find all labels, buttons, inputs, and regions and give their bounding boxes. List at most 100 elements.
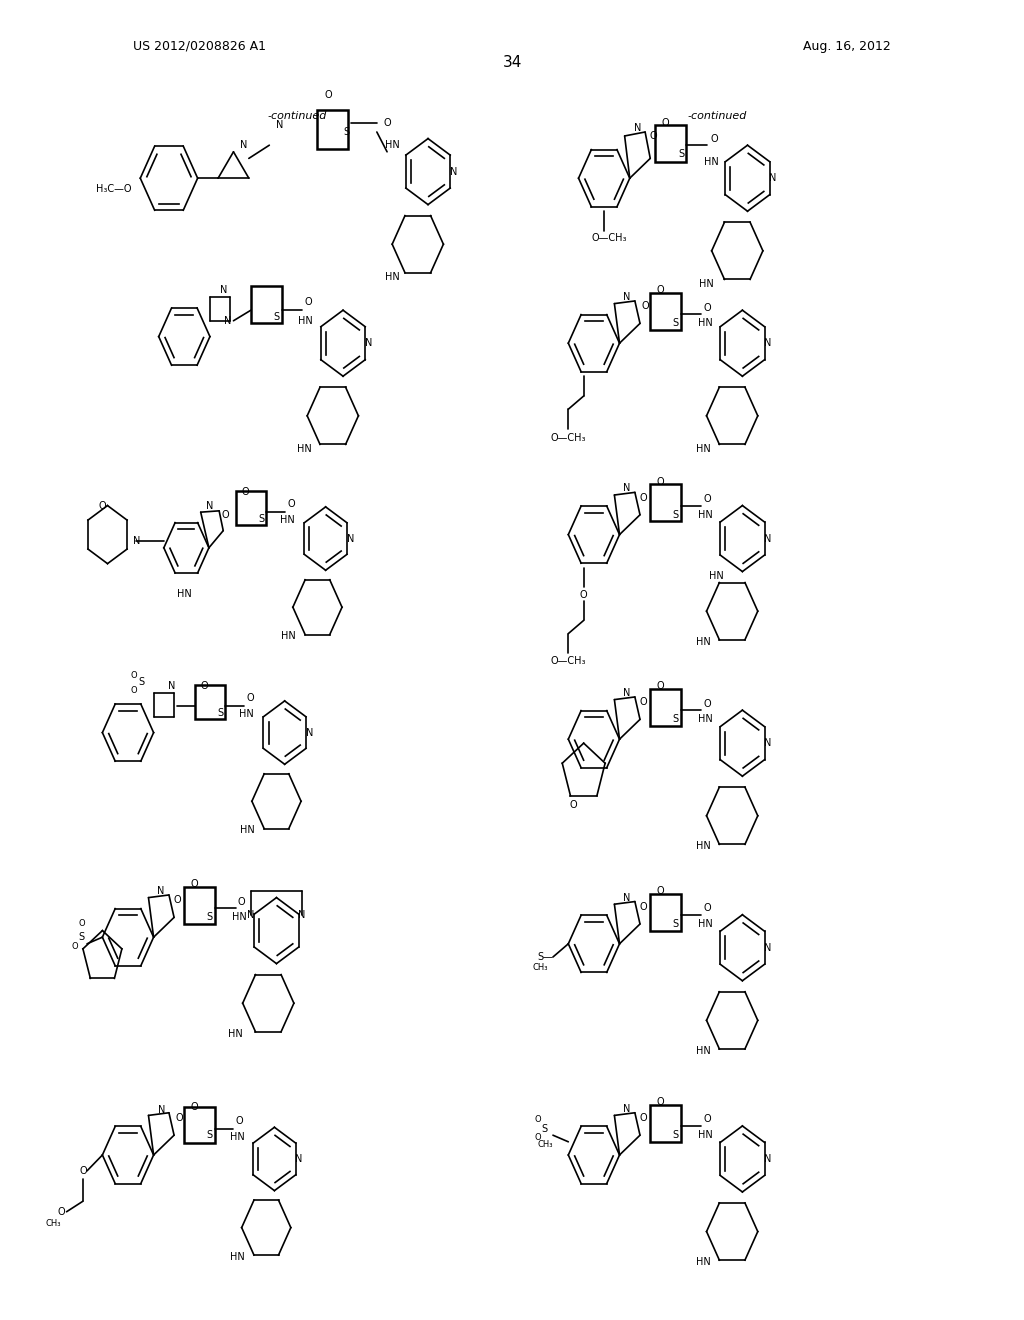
Text: N: N [223,315,231,326]
Text: HN: HN [282,631,296,642]
Text: HN: HN [240,709,254,719]
Text: O: O [325,90,333,100]
Text: HN: HN [241,825,255,836]
Text: HN: HN [698,714,713,725]
Text: O—CH₃: O—CH₃ [551,433,586,444]
Text: N: N [623,292,631,302]
Text: S: S [673,714,679,725]
Text: HN: HN [228,1028,243,1039]
Text: O: O [703,903,712,913]
Text: HN: HN [232,912,247,923]
Bar [236,491,266,525]
Text: HN: HN [385,272,399,282]
Text: N: N [769,173,777,183]
Text: S: S [273,312,280,322]
Bar [317,110,348,149]
Text: N: N [450,166,458,177]
Text: 34: 34 [503,54,521,70]
Bar [650,484,681,521]
Text: HN: HN [698,1130,713,1140]
Text: N: N [623,688,631,698]
Text: O: O [641,301,649,312]
Text: HN: HN [297,444,311,454]
Text: N: N [158,1105,166,1115]
Text: S: S [138,677,144,688]
Text: O: O [131,672,137,680]
Text: N: N [295,1154,303,1164]
Text: N: N [157,886,165,896]
Text: O: O [98,500,106,511]
Text: O: O [656,886,665,896]
Text: O: O [703,302,712,313]
Text: O: O [649,131,657,141]
Text: O: O [304,297,312,308]
Text: CH₃: CH₃ [532,964,549,972]
Bar [251,286,282,323]
Text: HN: HN [696,636,711,647]
Text: HN: HN [230,1251,245,1262]
Text: S: S [678,149,684,160]
Text: O: O [190,879,199,890]
Text: O: O [580,590,588,601]
Text: O: O [656,1097,665,1107]
Text: S: S [207,912,213,923]
Text: CH₃: CH₃ [45,1220,61,1228]
Text: O: O [703,494,712,504]
Text: N: N [168,681,176,692]
Text: S: S [217,708,223,718]
Text: O: O [287,499,295,510]
Text: O: O [656,477,665,487]
Text: Aug. 16, 2012: Aug. 16, 2012 [803,40,891,53]
Text: O: O [662,117,670,128]
Text: O—CH₃: O—CH₃ [592,232,627,243]
Text: HN: HN [230,1131,245,1142]
Text: S: S [673,510,679,520]
Text: S: S [673,318,679,329]
Text: S: S [673,919,679,929]
Bar [650,689,681,726]
Text: HN: HN [705,157,719,168]
Text: HN: HN [281,515,295,525]
Text: N: N [764,738,772,748]
Text: HN: HN [696,444,711,454]
Text: HN: HN [698,510,713,520]
Text: HN: HN [696,841,711,851]
Text: HN: HN [699,279,714,289]
Text: N: N [298,909,306,920]
Text: N: N [240,140,248,150]
Text: N: N [623,892,631,903]
Text: N: N [764,338,772,348]
Text: O: O [57,1206,66,1217]
Text: HN: HN [696,1045,711,1056]
Text: S—: S— [538,952,554,962]
Text: O: O [79,920,85,928]
Text: S: S [343,127,349,137]
Bar [650,293,681,330]
Bar [655,125,686,162]
Text: S: S [79,932,85,942]
Text: O: O [72,942,78,950]
Text: S: S [258,513,264,524]
Text: O: O [383,117,391,128]
Text: N: N [206,500,214,511]
Text: O: O [131,686,137,694]
Text: HN: HN [698,919,713,929]
Text: O: O [236,1115,244,1126]
Text: HN: HN [710,570,724,581]
Text: N: N [219,285,227,296]
Text: O: O [238,896,246,907]
Bar [184,887,215,924]
Bar [184,1107,215,1143]
Text: O: O [221,510,229,520]
Text: N: N [275,120,284,131]
Text: S: S [673,1130,679,1140]
Text: O: O [711,133,719,144]
Text: N: N [365,338,373,348]
Text: N: N [764,942,772,953]
Text: N: N [305,727,313,738]
Text: -continued: -continued [267,111,327,121]
Text: US 2012/0208826 A1: US 2012/0208826 A1 [133,40,266,53]
Text: N: N [764,1154,772,1164]
Text: O: O [173,895,181,906]
Text: O: O [79,1166,87,1176]
